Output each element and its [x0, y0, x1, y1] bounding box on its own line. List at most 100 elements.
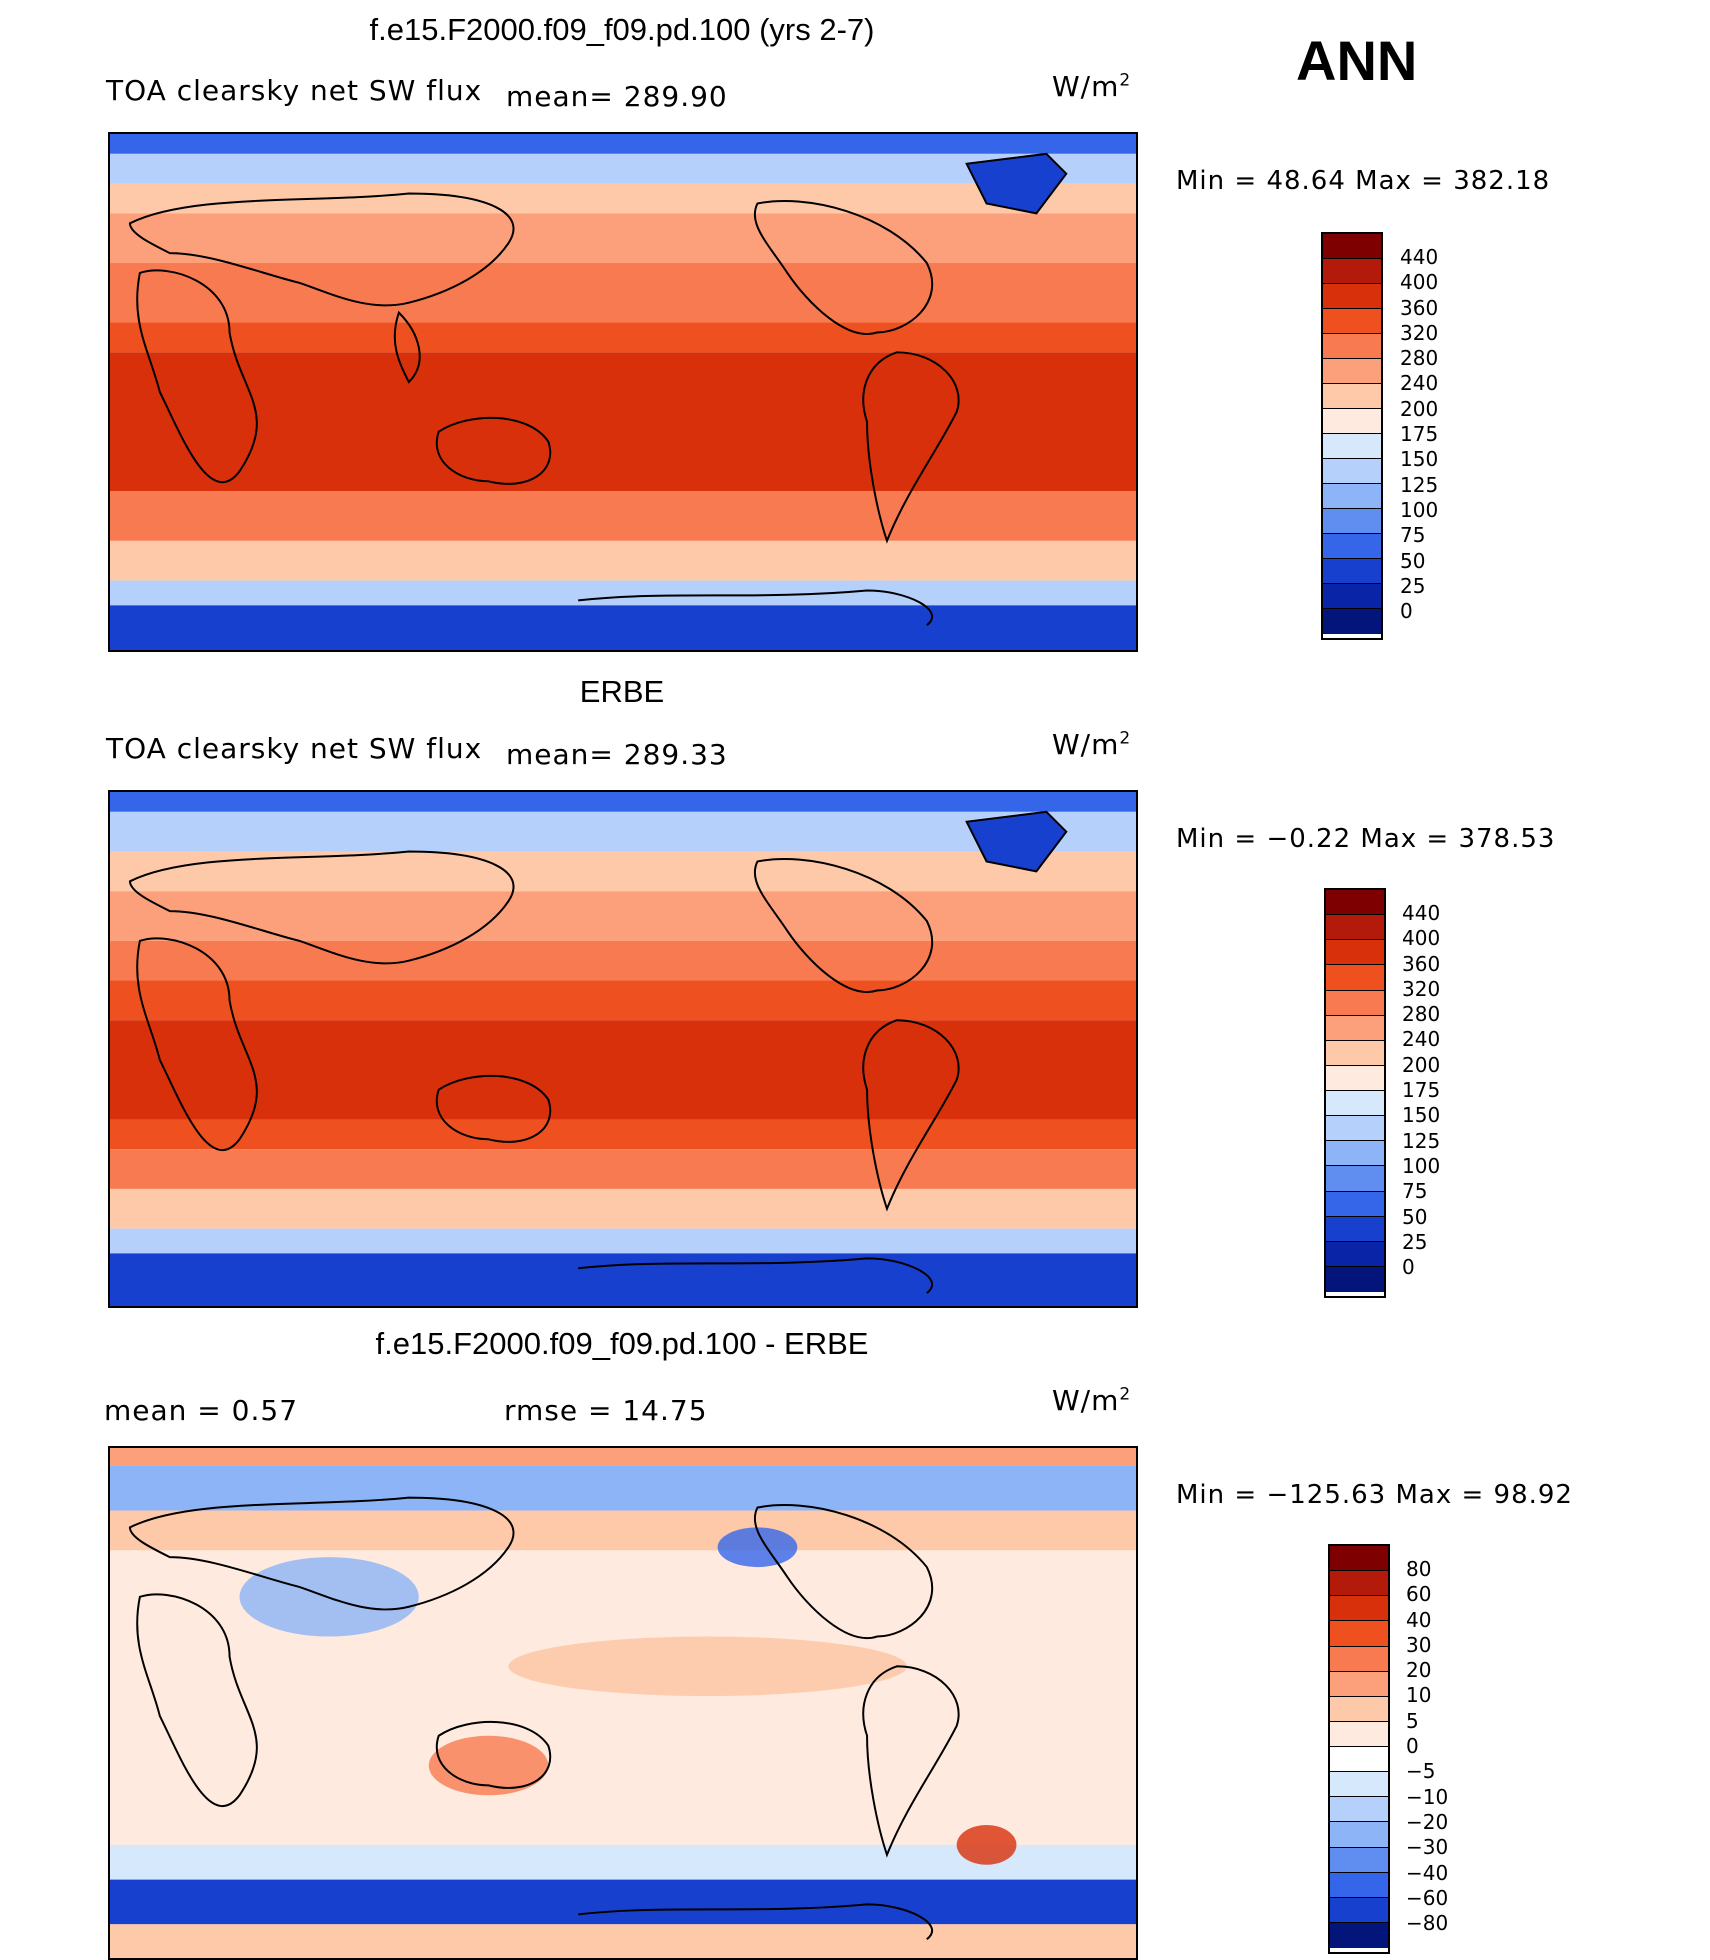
- colorbar-tick-label: −5: [1406, 1759, 1436, 1784]
- colorbar-tick-label: 150: [1402, 1103, 1441, 1128]
- colorbar-swatch: [1330, 1571, 1388, 1597]
- colorbar-swatch: [1326, 965, 1384, 991]
- colorbar-tick-label: 240: [1402, 1027, 1441, 1052]
- colorbar-tick-label: 0: [1406, 1734, 1419, 1759]
- colorbar-swatch: [1323, 434, 1381, 459]
- colorbar-tick-label: 150: [1400, 447, 1439, 472]
- colorbar-tick-label: 20: [1406, 1658, 1432, 1683]
- colorbar-tick-label: −40: [1406, 1860, 1449, 1885]
- colorbar-tick-label: 360: [1400, 295, 1439, 320]
- panel-2-map: [108, 790, 1138, 1308]
- panel-1-mean-label: mean= 289.90: [506, 80, 728, 113]
- colorbar-swatch: [1330, 1872, 1388, 1898]
- colorbar-tick-label: 75: [1400, 523, 1426, 548]
- colorbar-tick-label: 80: [1406, 1557, 1432, 1581]
- panel-2-mean-label: mean= 289.33: [506, 738, 728, 771]
- colorbar-swatch: [1330, 1646, 1388, 1672]
- colorbar-tick-label: 440: [1402, 901, 1441, 925]
- colorbar-swatch: [1323, 309, 1381, 334]
- colorbar-swatch: [1323, 384, 1381, 409]
- colorbar-swatch: [1323, 459, 1381, 484]
- colorbar-swatch: [1330, 1696, 1388, 1722]
- colorbar-tick-label: 360: [1402, 951, 1441, 976]
- colorbar-tick-label: 25: [1402, 1229, 1428, 1254]
- colorbar-tick-label: 175: [1402, 1078, 1441, 1103]
- colorbar-swatch: [1330, 1772, 1388, 1798]
- colorbar-swatch: [1326, 1065, 1384, 1091]
- season-label: ANN: [1296, 29, 1418, 92]
- panel-3-minmax: Min = −125.63 Max = 98.92: [1176, 1480, 1573, 1510]
- panel-1-colorbar: [1321, 232, 1383, 640]
- colorbar-tick-label: −60: [1406, 1885, 1449, 1910]
- colorbar-tick-label: 25: [1400, 573, 1426, 598]
- colorbar-tick-label: 200: [1402, 1052, 1441, 1077]
- colorbar-swatch: [1330, 1671, 1388, 1697]
- colorbar-swatch: [1330, 1621, 1388, 1647]
- colorbar-swatch: [1326, 1216, 1384, 1242]
- colorbar-tick-label: 320: [1402, 976, 1441, 1001]
- colorbar-tick-label: 30: [1406, 1632, 1432, 1657]
- panel-1-units: W/m2: [1052, 70, 1132, 103]
- colorbar-swatch: [1326, 1141, 1384, 1167]
- colorbar-tick-label: −30: [1406, 1835, 1449, 1860]
- colorbar-swatch: [1326, 890, 1384, 916]
- colorbar-swatch: [1326, 1191, 1384, 1217]
- colorbar-swatch: [1323, 509, 1381, 534]
- colorbar-tick-label: −20: [1406, 1809, 1449, 1834]
- panel-1-variable-label: TOA clearsky net SW flux: [106, 74, 483, 107]
- colorbar-swatch: [1330, 1546, 1388, 1572]
- colorbar-tick-label: 400: [1400, 270, 1439, 295]
- colorbar-swatch: [1323, 334, 1381, 359]
- colorbar-tick-label: 50: [1400, 548, 1426, 573]
- colorbar-swatch: [1330, 1596, 1388, 1622]
- colorbar-swatch: [1323, 559, 1381, 584]
- panel-1-map: [108, 132, 1138, 652]
- colorbar-tick-label: 175: [1400, 422, 1439, 447]
- colorbar-tick-label: 60: [1406, 1582, 1432, 1607]
- colorbar-tick-label: 40: [1406, 1607, 1432, 1632]
- panel-2-minmax: Min = −0.22 Max = 378.53: [1176, 824, 1556, 854]
- colorbar-swatch: [1326, 1116, 1384, 1142]
- panel-2-colorbar-labels: 440 400 360 320 280 240 200 175 150 125 100 75 50 25 0: [1402, 901, 1440, 1280]
- panel-3-map-field: [110, 1448, 1136, 1958]
- colorbar-tick-label: 10: [1406, 1683, 1432, 1708]
- colorbar-swatch: [1326, 1091, 1384, 1117]
- colorbar-swatch: [1323, 584, 1381, 609]
- panel-2-units: W/m2: [1052, 728, 1132, 761]
- colorbar-swatch: [1326, 1166, 1384, 1192]
- colorbar-swatch: [1330, 1922, 1388, 1948]
- panel-3-title: f.e15.F2000.f09_f09.pd.100 - ERBE: [375, 1326, 869, 1361]
- colorbar-tick-label: 400: [1402, 926, 1441, 951]
- colorbar-swatch: [1323, 234, 1381, 259]
- colorbar-swatch: [1330, 1747, 1388, 1773]
- colorbar-tick-label: 50: [1402, 1204, 1428, 1229]
- panel-3-units: W/m2: [1052, 1384, 1132, 1417]
- colorbar-tick-label: 5: [1406, 1708, 1419, 1733]
- colorbar-tick-label: 200: [1400, 396, 1439, 421]
- colorbar-swatch: [1323, 359, 1381, 384]
- colorbar-tick-label: 440: [1400, 245, 1439, 269]
- colorbar-swatch: [1323, 284, 1381, 309]
- colorbar-tick-label: 0: [1402, 1255, 1415, 1280]
- colorbar-swatch: [1326, 1266, 1384, 1292]
- colorbar-swatch: [1326, 1241, 1384, 1267]
- panel-2-title: ERBE: [579, 674, 665, 709]
- colorbar-swatch: [1326, 990, 1384, 1016]
- colorbar-tick-label: 100: [1400, 497, 1439, 522]
- colorbar-tick-label: −10: [1406, 1784, 1449, 1809]
- colorbar-tick-label: 125: [1402, 1128, 1441, 1153]
- colorbar-tick-label: −80: [1406, 1911, 1449, 1936]
- panel-1-title: f.e15.F2000.f09_f09.pd.100 (yrs 2-7): [369, 12, 875, 47]
- colorbar-tick-label: 280: [1402, 1002, 1441, 1027]
- panel-2-map-field: [110, 792, 1136, 1306]
- colorbar-tick-label: 0: [1400, 599, 1413, 624]
- colorbar-swatch: [1323, 259, 1381, 284]
- panel-2-variable-label: TOA clearsky net SW flux: [106, 732, 483, 765]
- colorbar-swatch: [1326, 915, 1384, 941]
- colorbar-tick-label: 320: [1400, 320, 1439, 345]
- colorbar-swatch: [1323, 534, 1381, 559]
- colorbar-tick-label: 100: [1402, 1153, 1441, 1178]
- colorbar-tick-label: 240: [1400, 371, 1439, 396]
- colorbar-swatch: [1330, 1822, 1388, 1848]
- colorbar-swatch: [1323, 409, 1381, 434]
